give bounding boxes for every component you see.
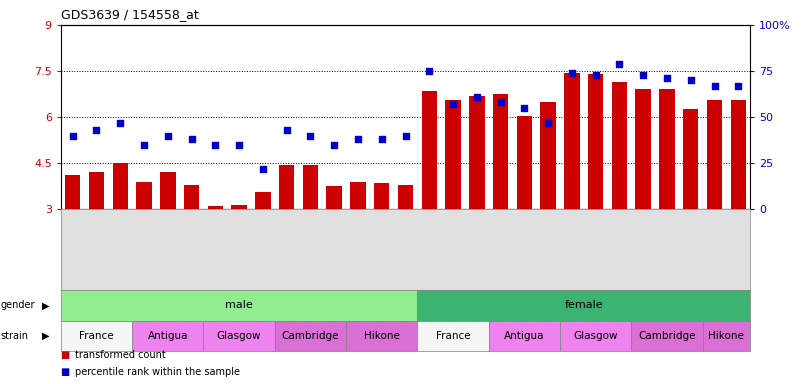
Point [447, 101, 460, 107]
Bar [707, 100, 723, 209]
Text: Hikone: Hikone [709, 331, 744, 341]
Bar [275, 321, 346, 351]
Bar [61, 290, 418, 321]
Text: male: male [225, 300, 253, 310]
Text: ■: ■ [61, 367, 73, 377]
Bar [204, 321, 275, 351]
Point [637, 72, 650, 78]
Bar [588, 74, 603, 209]
Text: Antigua: Antigua [148, 331, 188, 341]
Bar [564, 73, 580, 209]
Text: France: France [436, 331, 470, 341]
Text: France: France [79, 331, 114, 341]
Bar [136, 182, 152, 209]
Bar [659, 89, 675, 209]
Point [90, 127, 103, 133]
Point [233, 142, 246, 148]
Text: percentile rank within the sample: percentile rank within the sample [75, 367, 240, 377]
Point [351, 136, 364, 142]
Point [660, 75, 673, 81]
Bar [255, 192, 271, 209]
Point [708, 83, 721, 89]
Bar [493, 94, 508, 209]
Text: ▶: ▶ [42, 331, 49, 341]
Text: Antigua: Antigua [504, 331, 545, 341]
Point [67, 132, 79, 139]
Bar [731, 100, 746, 209]
Bar [631, 321, 702, 351]
Bar [113, 163, 128, 209]
Bar [540, 102, 556, 209]
Point [209, 142, 222, 148]
Bar [418, 321, 489, 351]
Bar [517, 116, 532, 209]
Bar [231, 205, 247, 209]
Text: ■: ■ [61, 350, 73, 360]
Point [613, 61, 626, 67]
Text: Glasgow: Glasgow [217, 331, 261, 341]
Text: Glasgow: Glasgow [573, 331, 618, 341]
Bar [346, 321, 418, 351]
Point [518, 105, 531, 111]
Point [185, 136, 198, 142]
Bar [303, 165, 318, 209]
Bar [350, 182, 366, 209]
Bar [702, 321, 750, 351]
Point [256, 166, 269, 172]
Bar [88, 172, 104, 209]
Text: Cambridge: Cambridge [281, 331, 339, 341]
Point [684, 77, 697, 83]
Text: ▶: ▶ [42, 300, 49, 310]
Point [328, 142, 341, 148]
Point [470, 94, 483, 100]
Bar [160, 172, 175, 209]
Point [161, 132, 174, 139]
Bar [327, 186, 342, 209]
Bar [374, 183, 389, 209]
Point [589, 72, 602, 78]
Point [280, 127, 293, 133]
Point [494, 99, 507, 106]
Text: GDS3639 / 154558_at: GDS3639 / 154558_at [61, 8, 199, 21]
Bar [683, 109, 698, 209]
Bar [489, 321, 560, 351]
Point [375, 136, 388, 142]
Bar [418, 290, 750, 321]
Text: female: female [564, 300, 603, 310]
Text: strain: strain [1, 331, 29, 341]
Bar [279, 165, 294, 209]
Bar [611, 82, 627, 209]
Bar [636, 89, 651, 209]
Bar [469, 96, 484, 209]
Point [423, 68, 436, 74]
Bar [184, 185, 200, 209]
Point [565, 70, 578, 76]
Text: transformed count: transformed count [75, 350, 166, 360]
Text: Hikone: Hikone [364, 331, 400, 341]
Point [399, 132, 412, 139]
Bar [61, 321, 132, 351]
Bar [208, 206, 223, 209]
Text: gender: gender [1, 300, 36, 310]
Bar [397, 185, 414, 209]
Point [542, 119, 555, 126]
Bar [65, 175, 80, 209]
Point [114, 119, 127, 126]
Bar [445, 100, 461, 209]
Point [138, 142, 151, 148]
Bar [132, 321, 204, 351]
Bar [422, 91, 437, 209]
Bar [560, 321, 631, 351]
Point [732, 83, 744, 89]
Point [304, 132, 317, 139]
Text: Cambridge: Cambridge [638, 331, 696, 341]
